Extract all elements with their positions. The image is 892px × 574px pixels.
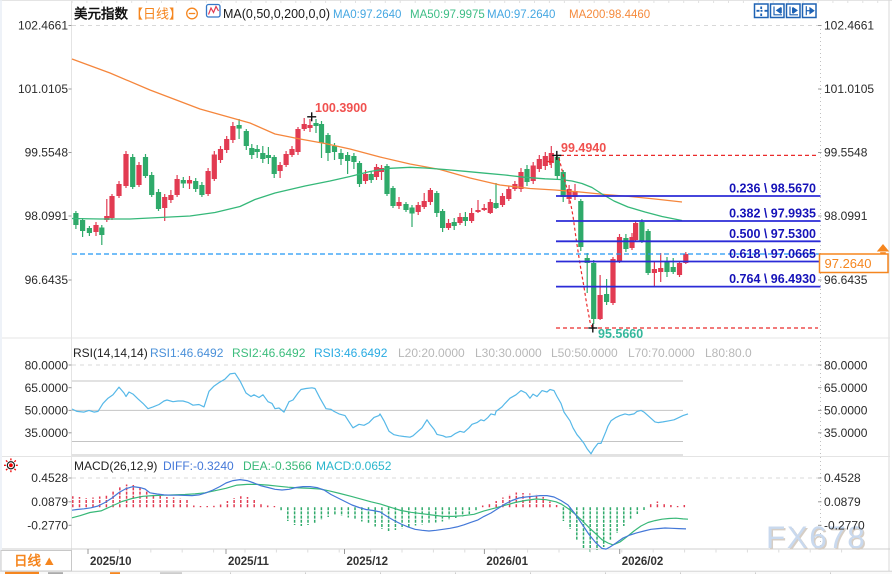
svg-text:0.0879: 0.0879	[824, 495, 861, 509]
svg-text:96.6435: 96.6435	[824, 273, 868, 287]
svg-text:MA(0,50,0,200,0,0): MA(0,50,0,200,0,0)	[223, 7, 330, 21]
svg-text:L30:30.0000: L30:30.0000	[475, 346, 542, 360]
svg-text:35.0000: 35.0000	[25, 426, 69, 440]
svg-text:80.0000: 80.0000	[25, 359, 69, 373]
svg-text:日线: 日线	[14, 553, 41, 569]
svg-text:50.0000: 50.0000	[824, 403, 868, 417]
svg-text:DEA:-0.3566: DEA:-0.3566	[243, 459, 312, 473]
svg-text:2025/10: 2025/10	[90, 556, 132, 568]
svg-text:0.500 \ 97.5300: 0.500 \ 97.5300	[729, 227, 816, 241]
svg-text:80.0000: 80.0000	[824, 359, 868, 373]
svg-text:97.2640: 97.2640	[825, 256, 872, 271]
svg-text:0.0879: 0.0879	[31, 495, 68, 509]
svg-text:DIFF:-0.3240: DIFF:-0.3240	[163, 459, 234, 473]
svg-text:100.3900: 100.3900	[315, 101, 367, 115]
svg-text:0.764 \ 96.4930: 0.764 \ 96.4930	[729, 272, 816, 286]
svg-text:FX678: FX678	[766, 519, 866, 555]
svg-text:2025/11: 2025/11	[228, 556, 270, 568]
svg-text:2026/02: 2026/02	[622, 556, 664, 568]
svg-text:102.4661: 102.4661	[824, 19, 874, 33]
svg-text:98.0991: 98.0991	[25, 209, 69, 223]
svg-text:102.4661: 102.4661	[18, 19, 68, 33]
svg-text:MA50:97.9975: MA50:97.9975	[410, 9, 485, 21]
svg-text:0.4528: 0.4528	[824, 471, 861, 485]
svg-text:【日线】: 【日线】	[130, 7, 182, 22]
svg-text:35.0000: 35.0000	[824, 426, 868, 440]
svg-text:MA0:97.2640: MA0:97.2640	[333, 9, 401, 21]
svg-text:RSI2:46.6492: RSI2:46.6492	[232, 346, 306, 360]
svg-text:65.0000: 65.0000	[25, 381, 69, 395]
svg-text:-0.2770: -0.2770	[27, 518, 68, 532]
svg-text:MACD:0.0652: MACD:0.0652	[316, 459, 392, 473]
svg-text:101.0105: 101.0105	[824, 82, 874, 96]
svg-text:98.0991: 98.0991	[824, 209, 868, 223]
svg-text:MA0:97.2640: MA0:97.2640	[487, 9, 555, 21]
svg-text:99.5548: 99.5548	[25, 146, 69, 160]
svg-text:95.5660: 95.5660	[598, 327, 643, 341]
svg-text:RSI1:46.6492: RSI1:46.6492	[150, 346, 224, 360]
svg-text:L70:70.0000: L70:70.0000	[628, 346, 695, 360]
svg-text:美元指数: 美元指数	[74, 6, 128, 22]
svg-text:0.382 \ 97.9935: 0.382 \ 97.9935	[729, 207, 816, 221]
svg-text:MACD(26,12,9): MACD(26,12,9)	[74, 459, 157, 473]
svg-text:RSI(14,14,14): RSI(14,14,14)	[73, 346, 148, 360]
svg-text:L20:20.0000: L20:20.0000	[398, 346, 465, 360]
svg-text:L80:80.0: L80:80.0	[705, 346, 752, 360]
svg-text:50.0000: 50.0000	[25, 403, 69, 417]
svg-text:L50:50.0000: L50:50.0000	[551, 346, 618, 360]
svg-text:RSI3:46.6492: RSI3:46.6492	[314, 346, 388, 360]
svg-text:2026/01: 2026/01	[486, 556, 528, 568]
svg-text:0.4528: 0.4528	[31, 471, 68, 485]
svg-text:0.236 \ 98.5670: 0.236 \ 98.5670	[729, 181, 816, 195]
svg-text:2025/12: 2025/12	[347, 556, 389, 568]
svg-text:99.5548: 99.5548	[824, 146, 868, 160]
svg-text:65.0000: 65.0000	[824, 381, 868, 395]
svg-text:-0.2770: -0.2770	[824, 518, 865, 532]
svg-text:99.4940: 99.4940	[561, 141, 606, 155]
svg-text:96.6435: 96.6435	[25, 273, 69, 287]
svg-text:101.0105: 101.0105	[18, 82, 68, 96]
svg-text:MA200:98.4460: MA200:98.4460	[569, 9, 650, 21]
svg-text:0.618 \ 97.0665: 0.618 \ 97.0665	[729, 247, 816, 261]
svg-text:FX678: FX678	[768, 521, 868, 557]
